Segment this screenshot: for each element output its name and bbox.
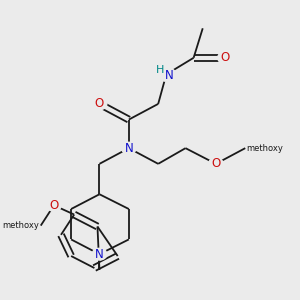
Text: O: O bbox=[95, 98, 104, 110]
Text: N: N bbox=[124, 142, 133, 155]
Text: O: O bbox=[49, 199, 58, 212]
Text: methoxy: methoxy bbox=[247, 144, 284, 153]
Ellipse shape bbox=[208, 158, 223, 170]
Ellipse shape bbox=[92, 98, 107, 110]
Text: N: N bbox=[165, 69, 173, 82]
Ellipse shape bbox=[92, 248, 107, 260]
Ellipse shape bbox=[218, 52, 232, 64]
Ellipse shape bbox=[122, 142, 136, 154]
Text: N: N bbox=[95, 248, 104, 261]
Text: methoxy: methoxy bbox=[2, 221, 39, 230]
Text: O: O bbox=[211, 157, 220, 170]
Ellipse shape bbox=[46, 200, 61, 211]
Text: O: O bbox=[220, 51, 230, 64]
Text: H: H bbox=[156, 64, 164, 74]
Ellipse shape bbox=[157, 68, 176, 81]
